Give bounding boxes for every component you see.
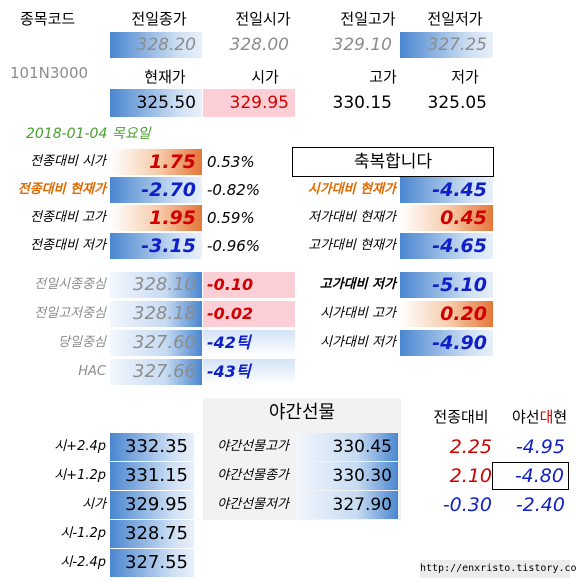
prev-high-value: 329.10: [332, 35, 392, 55]
stat-label: 전종대비 현재가: [17, 182, 106, 197]
level-value: 327.55: [110, 549, 194, 577]
center-diff: -43틱: [203, 359, 295, 385]
center-value: 328.10: [110, 272, 202, 298]
right-stat-value: 0.45: [400, 205, 493, 231]
footer-link[interactable]: http://enxristo.tistory.com: [420, 560, 576, 578]
right-stat-label: 저가대비 현재가: [308, 210, 396, 225]
center-diff: -0.10: [203, 272, 295, 298]
open-value: 329.95: [203, 89, 295, 117]
code-value: 101N3000: [10, 64, 89, 82]
night-row-d1: -0.30: [442, 494, 492, 516]
prev-open-value: 328.00: [229, 35, 289, 55]
stat-label: 전종대비 저가: [30, 238, 106, 253]
stat-value: -2.70: [110, 177, 202, 203]
banner: 축복합니다: [292, 147, 494, 177]
current-label: 현재가: [144, 68, 186, 86]
prev-close-label: 전일종가: [131, 10, 187, 28]
prev-open-label: 전일시가: [235, 10, 291, 28]
level-label: 시+2.4p: [54, 439, 106, 454]
prev-low-label: 전일저가: [427, 10, 483, 28]
stat-pct: 0.53%: [207, 153, 255, 171]
night-row-label: 야간선물고가: [217, 439, 289, 454]
right-stat-label: 시가대비 현재가: [307, 182, 396, 197]
right-stat-value: -4.45: [400, 177, 493, 203]
level-label: 시-2.4p: [60, 555, 106, 570]
stat-value: 1.95: [110, 205, 202, 231]
center-value: 327.66: [110, 359, 202, 385]
prev-low-value: 327.25: [400, 32, 493, 58]
stat-pct: -0.96%: [207, 237, 261, 255]
night-row-d1: 2.10: [449, 465, 492, 487]
prev-close-value: 328.20: [110, 32, 202, 58]
night-row-value: 327.90: [296, 491, 398, 519]
level-label: 시+1.2p: [54, 468, 106, 483]
current-value: 325.50: [110, 89, 202, 117]
stat-pct: -0.82%: [207, 181, 261, 199]
level-label: 시-1.2p: [60, 526, 106, 541]
center-label: HAC: [78, 364, 106, 379]
stat-label: 전종대비 고가: [30, 210, 106, 225]
right-stat2-label: 고가대비 저가: [319, 277, 396, 292]
night-title: 야간선물: [268, 402, 336, 423]
night-row-d1: 2.25: [449, 436, 492, 458]
center-label: 전일시종중심: [34, 277, 106, 292]
level-label: 시가: [82, 497, 106, 512]
code-label: 종목코드: [20, 10, 76, 28]
night-col2: 야선대현: [512, 408, 568, 426]
stat-pct: 0.59%: [207, 209, 255, 227]
level-value: 332.35: [110, 433, 194, 461]
night-row-label: 야간선물저가: [217, 497, 289, 512]
center-diff: -0.02: [203, 301, 295, 327]
level-value: 328.75: [110, 520, 194, 548]
stat-value: 1.75: [110, 149, 202, 175]
stat-value: -3.15: [110, 233, 202, 259]
right-stat2-label: 시가대비 고가: [320, 306, 396, 321]
right-stat2-value: -4.90: [400, 330, 493, 356]
high-value: 330.15: [332, 93, 392, 113]
low-label: 저가: [451, 68, 479, 86]
right-stat2-value: 0.20: [400, 301, 493, 327]
right-stat-label: 고가대비 현재가: [308, 238, 396, 253]
center-label: 전일고저중심: [34, 306, 106, 321]
level-value: 329.95: [110, 491, 194, 519]
night-col1: 전종대비: [433, 408, 489, 426]
night-row-d2: -4.95: [515, 436, 565, 458]
center-label: 당일중심: [58, 335, 106, 350]
night-row-value: 330.30: [296, 462, 398, 490]
low-value: 325.05: [427, 93, 487, 113]
night-row-label: 야간선물종가: [217, 468, 289, 483]
open-label: 시가: [251, 68, 279, 86]
prev-high-label: 전일고가: [340, 10, 396, 28]
right-stat2-value: -5.10: [400, 272, 493, 298]
center-value: 327.60: [110, 330, 202, 356]
date-text: 2018-01-04 목요일: [26, 126, 151, 142]
stat-label: 전종대비 시가: [30, 154, 106, 169]
right-stat-value: -4.65: [400, 233, 493, 259]
night-row-value: 330.45: [296, 433, 398, 461]
right-stat2-label: 시가대비 저가: [320, 335, 396, 350]
night-row-d2: -2.40: [515, 494, 565, 516]
night-row-d2: -4.80: [492, 462, 569, 490]
center-diff: -42틱: [203, 330, 295, 356]
level-value: 331.15: [110, 462, 194, 490]
high-label: 고가: [369, 68, 397, 86]
center-value: 328.18: [110, 301, 202, 327]
